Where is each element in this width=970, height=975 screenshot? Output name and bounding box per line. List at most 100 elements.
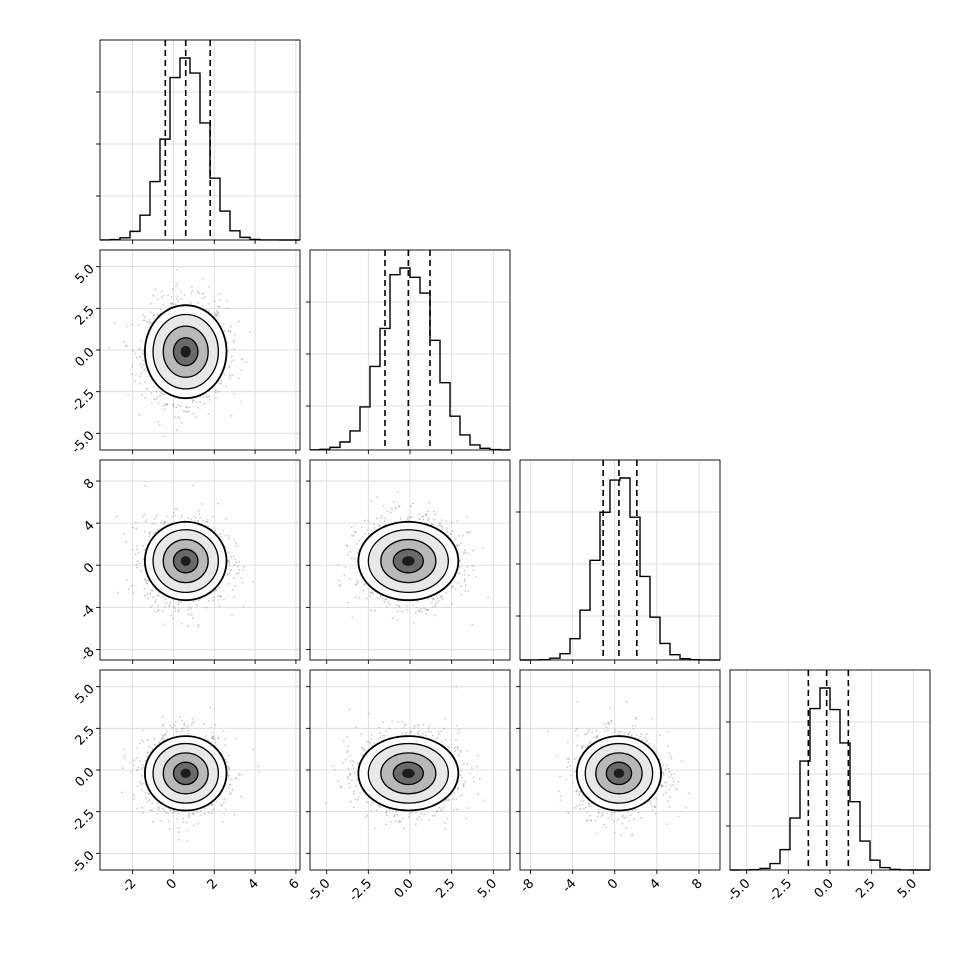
scatter-point	[162, 405, 164, 407]
scatter-point	[422, 518, 424, 520]
scatter-point	[487, 597, 489, 599]
scatter-point	[178, 601, 180, 603]
scatter-point	[238, 569, 240, 571]
scatter-point	[233, 341, 235, 343]
scatter-point	[116, 516, 118, 518]
scatter-point	[438, 600, 440, 602]
scatter-point	[145, 521, 147, 523]
scatter-point	[144, 531, 146, 533]
scatter-point	[397, 491, 399, 493]
scatter-point	[141, 366, 143, 368]
scatter-point	[393, 501, 395, 503]
scatter-point	[150, 531, 152, 533]
scatter-point	[400, 518, 402, 520]
scatter-point	[219, 383, 221, 385]
scatter-point	[439, 522, 441, 524]
scatter-point	[233, 359, 235, 361]
scatter-point	[167, 516, 169, 518]
scatter-point	[177, 417, 179, 419]
scatter-point	[383, 601, 385, 603]
scatter-point	[442, 529, 444, 531]
scatter-point	[455, 588, 457, 590]
scatter-point	[421, 516, 423, 518]
scatter-point	[469, 531, 471, 533]
scatter-point	[223, 730, 225, 732]
scatter-point	[226, 386, 228, 388]
scatter-point	[456, 544, 458, 546]
scatter-point	[156, 514, 158, 516]
scatter-point	[141, 739, 143, 741]
scatter-point	[171, 516, 173, 518]
scatter-point	[218, 599, 220, 601]
scatter-point	[176, 731, 178, 733]
density-contour-4	[402, 556, 415, 566]
scatter-point	[153, 738, 155, 740]
scatter-point	[108, 347, 110, 349]
scatter-point	[252, 581, 254, 583]
scatter-point	[420, 610, 422, 612]
scatter-point	[452, 587, 454, 589]
scatter-point	[234, 539, 236, 541]
scatter-point	[164, 408, 166, 410]
scatter-point	[431, 602, 433, 604]
y-tick-label: -8	[78, 645, 98, 665]
scatter-point	[140, 760, 142, 762]
scatter-point	[219, 587, 221, 589]
scatter-point	[425, 613, 427, 615]
scatter-point	[192, 413, 194, 415]
scatter-point	[451, 603, 453, 605]
scatter-point	[142, 360, 144, 362]
scatter-point	[359, 597, 361, 599]
scatter-point	[227, 574, 229, 576]
scatter-point	[157, 299, 159, 301]
scatter-point	[187, 625, 189, 627]
scatter-point	[351, 527, 353, 529]
scatter-point	[426, 515, 428, 517]
scatter-point	[417, 601, 419, 603]
scatter-point	[373, 523, 375, 525]
scatter-point	[433, 511, 435, 513]
scatter-point	[146, 580, 148, 582]
scatter-point	[399, 606, 401, 608]
scatter-point	[382, 598, 384, 600]
scatter-point	[212, 732, 214, 734]
scatter-point	[180, 298, 182, 300]
scatter-point	[433, 597, 435, 599]
scatter-point	[157, 529, 159, 531]
scatter-point	[194, 520, 196, 522]
panel-0-0	[96, 40, 300, 244]
scatter-point	[154, 519, 156, 521]
panel-1-0: -5.0-2.50.02.55.0	[69, 250, 300, 457]
scatter-point	[178, 404, 180, 406]
scatter-point	[136, 357, 138, 359]
scatter-point	[370, 610, 372, 612]
scatter-point	[149, 593, 151, 595]
scatter-point	[140, 376, 142, 378]
scatter-point	[181, 720, 183, 722]
scatter-point	[441, 519, 443, 521]
scatter-point	[133, 764, 135, 766]
scatter-point	[197, 407, 199, 409]
scatter-point	[149, 319, 151, 321]
scatter-point	[233, 556, 235, 558]
scatter-point	[216, 801, 218, 803]
scatter-point	[417, 609, 419, 611]
scatter-point	[152, 295, 154, 297]
scatter-point	[201, 503, 203, 505]
scatter-point	[152, 821, 154, 823]
scatter-point	[356, 584, 358, 586]
scatter-point	[165, 602, 167, 604]
scatter-point	[192, 400, 194, 402]
scatter-point	[147, 801, 149, 803]
scatter-point	[147, 593, 149, 595]
scatter-point	[215, 392, 217, 394]
scatter-point	[442, 598, 444, 600]
scatter-point	[234, 564, 236, 566]
scatter-point	[441, 526, 443, 528]
scatter-point	[228, 538, 230, 540]
scatter-point	[144, 316, 146, 318]
scatter-point	[227, 330, 229, 332]
scatter-point	[464, 574, 466, 576]
scatter-point	[130, 771, 132, 773]
scatter-point	[347, 554, 349, 556]
